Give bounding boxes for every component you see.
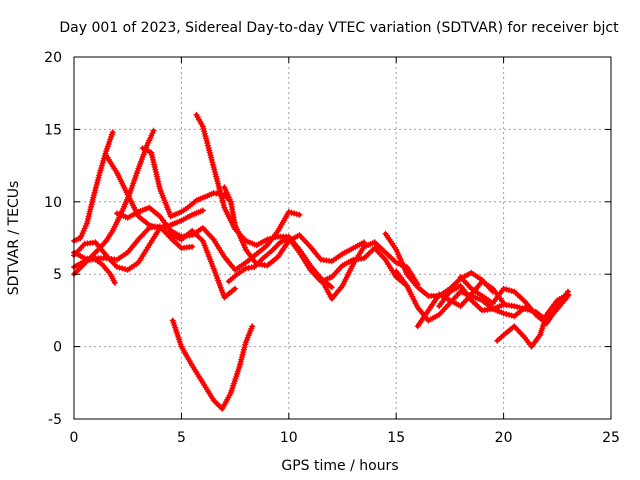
y-tick-label: 5 bbox=[53, 267, 62, 283]
series-markers bbox=[114, 204, 303, 273]
series-markers bbox=[225, 235, 410, 289]
series-markers bbox=[494, 291, 571, 350]
series-6 bbox=[103, 152, 239, 301]
y-tick-label: 0 bbox=[53, 340, 62, 356]
chart-title: Day 001 of 2023, Sidereal Day-to-day VTE… bbox=[59, 20, 619, 36]
ticks: 0 5 10 15 20 25 -5 0 5 10 15 20 bbox=[44, 50, 620, 446]
y-tick-label: -5 bbox=[48, 412, 62, 428]
series-7 bbox=[114, 204, 303, 273]
series-12 bbox=[169, 317, 256, 412]
x-tick-label: 25 bbox=[602, 430, 620, 446]
series-markers bbox=[457, 274, 571, 327]
y-axis-label: SDTVAR / TECUs bbox=[6, 181, 22, 296]
series-markers bbox=[169, 317, 256, 412]
series-2 bbox=[71, 129, 116, 244]
x-tick-label: 10 bbox=[280, 430, 298, 446]
series-18 bbox=[457, 274, 571, 327]
series-15 bbox=[393, 268, 529, 324]
series-19 bbox=[494, 291, 571, 350]
x-axis-label: GPS time / hours bbox=[281, 458, 398, 474]
x-tick-label: 0 bbox=[70, 430, 79, 446]
x-tick-label: 5 bbox=[177, 430, 186, 446]
x-tick-label: 20 bbox=[495, 430, 513, 446]
plot-frame bbox=[73, 56, 612, 420]
series-11 bbox=[225, 235, 410, 289]
x-tick-label: 15 bbox=[387, 430, 405, 446]
series-markers bbox=[221, 184, 367, 269]
series-layer bbox=[71, 111, 571, 412]
y-tick-label: 20 bbox=[44, 50, 62, 66]
series-markers bbox=[318, 239, 421, 302]
y-tick-label: 10 bbox=[44, 195, 62, 211]
y-tick-label: 15 bbox=[44, 122, 62, 138]
